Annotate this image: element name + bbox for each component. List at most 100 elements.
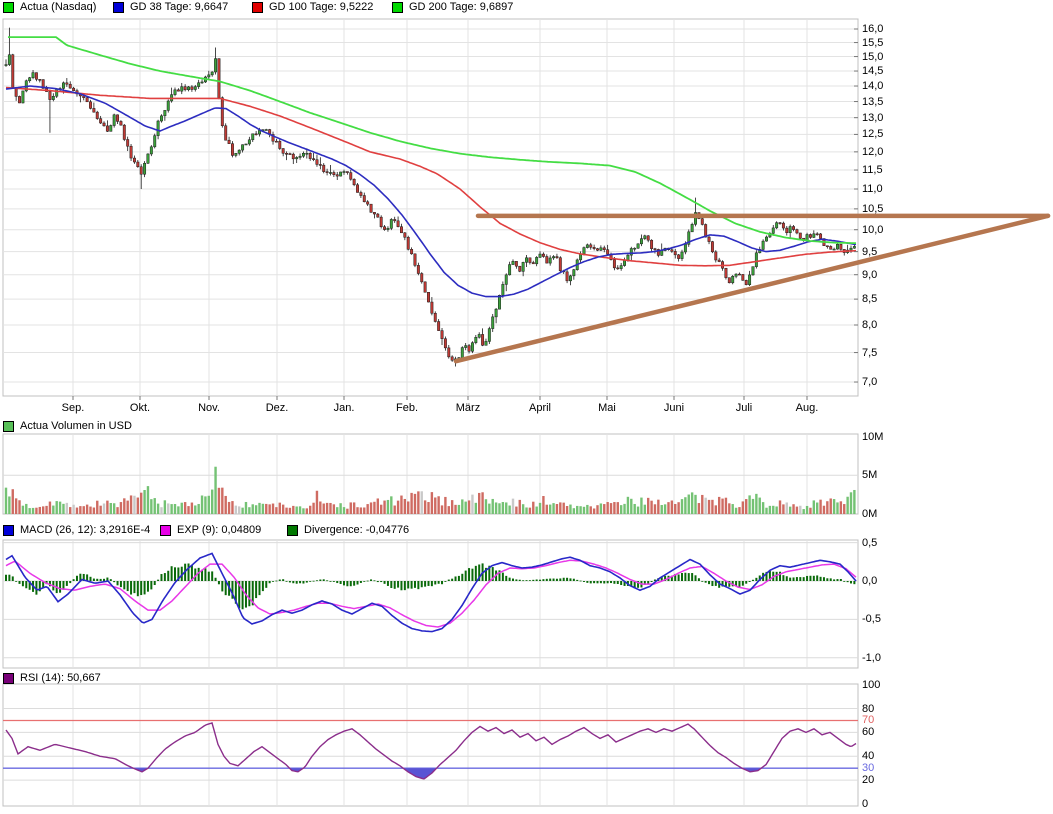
volume-bar	[173, 503, 177, 514]
volume-bar	[153, 498, 156, 514]
price-panel	[2, 18, 859, 397]
volume-bar	[336, 507, 339, 514]
volume-bar	[680, 499, 684, 514]
divergence-bar	[79, 573, 82, 581]
divergence-bar	[498, 570, 501, 581]
volume-bar	[667, 502, 670, 514]
divergence-bar	[826, 578, 829, 581]
divergence-bar	[599, 581, 602, 584]
volume-bar	[339, 503, 342, 514]
divergence-bar	[349, 581, 352, 587]
divergence-bar	[437, 581, 440, 584]
legend-swatch-icon	[252, 2, 263, 13]
volume-bar	[285, 507, 288, 514]
divergence-bar	[234, 581, 237, 604]
divergence-bar	[99, 578, 102, 581]
divergence-bar	[528, 580, 531, 581]
volume-bar	[576, 505, 579, 514]
legend-swatch-icon	[3, 525, 14, 536]
divergence-bar	[15, 581, 18, 582]
divergence-bar	[5, 574, 7, 581]
divergence-bar	[637, 581, 640, 588]
volume-bar	[603, 504, 606, 514]
volume-bar	[707, 499, 711, 514]
divergence-bar	[363, 581, 366, 582]
divergence-bar	[569, 578, 572, 581]
divergence-bar	[758, 575, 761, 581]
volume-bar	[204, 496, 207, 514]
divergence-bar	[488, 565, 491, 581]
volume-bar	[626, 496, 630, 514]
divergence-bar	[593, 581, 596, 584]
volume-bar	[194, 505, 197, 514]
gd100-line	[5, 86, 857, 267]
divergence-bar	[309, 581, 312, 582]
legend-label: GD 100 Tage: 9,5222	[269, 1, 374, 13]
volume-bar	[349, 502, 352, 514]
divergence-bar	[522, 580, 525, 582]
x-axis-month-label: Sep.	[61, 402, 85, 414]
divergence-bar	[484, 567, 487, 581]
volume-bar	[795, 506, 799, 514]
divergence-bar	[28, 581, 31, 590]
divergence-bar	[187, 563, 190, 581]
volume-bar	[329, 502, 332, 514]
divergence-bar	[35, 581, 38, 595]
divergence-bar	[140, 581, 143, 596]
divergence-bar	[471, 568, 474, 581]
volume-bar	[630, 498, 633, 514]
divergence-bar	[393, 581, 396, 589]
volume-bar	[55, 501, 58, 514]
legend-swatch-icon	[113, 2, 124, 13]
volume-bar	[745, 499, 748, 514]
x-axis-month-label: Aug.	[795, 402, 819, 414]
divergence-bar	[630, 581, 633, 587]
volume-bar	[812, 500, 816, 514]
volume-bar	[325, 502, 329, 514]
divergence-bar	[586, 581, 589, 583]
rsi-y-axis-label: 80	[862, 702, 875, 715]
volume-bar	[133, 495, 136, 514]
divergence-bar	[785, 576, 788, 581]
volume-bar	[167, 503, 170, 514]
divergence-bar	[836, 579, 839, 581]
divergence-bar	[177, 567, 180, 581]
price-y-axis-label: 13,0	[862, 111, 884, 124]
volume-bar	[288, 507, 292, 514]
volume-bar	[275, 507, 278, 514]
gd200-line	[8, 36, 857, 245]
x-axis-month-label: Nov.	[198, 402, 220, 414]
volume-bar	[606, 502, 609, 514]
volume-bar	[410, 492, 413, 514]
divergence-bar	[163, 573, 166, 581]
volume-bar	[687, 494, 690, 514]
volume-bar	[72, 504, 75, 514]
volume-bar	[48, 501, 52, 514]
divergence-bar	[302, 581, 305, 584]
divergence-bar	[660, 577, 663, 581]
gd38-line	[5, 85, 857, 298]
divergence-bar	[123, 581, 126, 590]
divergence-bar	[596, 581, 599, 584]
divergence-bar	[576, 579, 579, 581]
rsi-y-axis-label: 70	[862, 714, 875, 727]
volume-y-axis-label: 10M	[862, 430, 884, 443]
macd-panel	[2, 539, 859, 669]
x-axis-month-label: Jan.	[333, 402, 355, 414]
divergence-bar	[454, 576, 457, 581]
volume-bar	[190, 502, 194, 514]
divergence-bar	[410, 581, 413, 589]
volume-bar	[305, 508, 309, 514]
divergence-bar	[809, 575, 812, 581]
divergence-bar	[721, 581, 724, 587]
legend-item-macd-2: Divergence: -0,04776	[287, 524, 409, 537]
divergence-bar	[18, 581, 21, 584]
divergence-bar	[292, 581, 295, 584]
volume-bar	[369, 502, 373, 514]
divergence-bar	[319, 579, 322, 581]
divergence-bar	[697, 578, 700, 581]
volume-bar	[802, 509, 805, 514]
divergence-bar	[383, 581, 386, 584]
divergence-bar	[582, 581, 585, 582]
